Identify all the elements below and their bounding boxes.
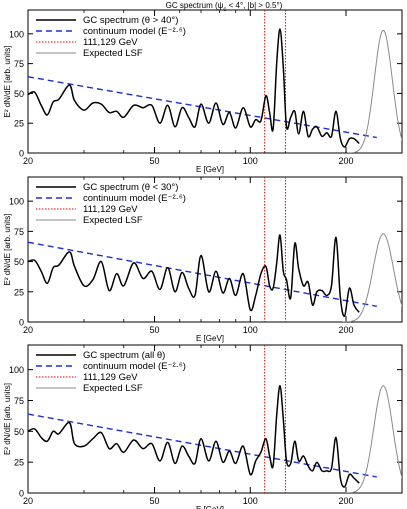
y-tick-label: 25 <box>14 458 24 468</box>
lsf-curve <box>345 385 402 493</box>
legend-entry: Expected LSF <box>83 383 143 394</box>
y-tick-label: 50 <box>14 89 24 99</box>
legend: GC spectrum (all θ)continuum model (E⁻²·… <box>36 350 186 394</box>
plot-area <box>28 10 402 153</box>
y-tick-label: 0 <box>19 318 24 328</box>
y-tick-label: 100 <box>9 29 24 39</box>
legend-entry: Expected LSF <box>83 48 143 59</box>
y-tick-label: 50 <box>14 427 24 437</box>
x-tick-label: 50 <box>150 496 160 506</box>
y-tick-label: 75 <box>14 396 24 406</box>
legend-entry: 111,129 GeV <box>83 372 138 383</box>
legend-entry: 111,129 GeV <box>83 37 138 48</box>
y-tick-label: 50 <box>14 257 24 267</box>
panel-2: 0 25 50 75 100 20 50 100 200 E [GeV] E² dN/dE [arb… <box>3 176 403 343</box>
legend-entry: GC spectrum (θ < 30°) <box>83 182 178 193</box>
x-tick-label: 200 <box>338 156 353 166</box>
y-tick-label: 75 <box>14 59 24 69</box>
x-tick-label: 20 <box>23 156 33 166</box>
y-tick-label: 75 <box>14 227 24 237</box>
legend: GC spectrum (θ > 40°)continuum model (E⁻… <box>36 15 186 59</box>
y-tick-label: 0 <box>19 489 24 499</box>
legend-entry: GC spectrum (all θ) <box>83 350 165 361</box>
plot-frame <box>27 176 403 323</box>
legend-entry: continuum model (E⁻²·⁶) <box>83 26 186 37</box>
spectrum-line <box>28 384 360 488</box>
y-tick-label: 100 <box>9 365 24 375</box>
spectrum-line <box>28 28 360 148</box>
x-tick-label: 100 <box>243 156 258 166</box>
y-axis-label: E² dN/dE [arb. units] <box>3 45 12 117</box>
x-tick-label: 50 <box>150 325 160 335</box>
continuum-model-line <box>28 413 377 478</box>
plot-frame <box>27 344 403 494</box>
legend-entry: Expected LSF <box>83 215 143 226</box>
x-axis-label: E [GeV] <box>196 505 224 509</box>
legend-entry: continuum model (E⁻²·⁶) <box>83 193 186 204</box>
y-axis-label: E² dN/dE [arb. units] <box>3 213 12 285</box>
lsf-curve <box>347 29 402 153</box>
x-axis-label: E [GeV] <box>196 334 224 343</box>
legend: GC spectrum (θ < 30°)continuum model (E⁻… <box>36 182 186 226</box>
y-tick-label: 25 <box>14 287 24 297</box>
legend-entry: continuum model (E⁻²·⁶) <box>83 361 186 372</box>
spectrum-line <box>28 234 360 317</box>
panel-1: 0 25 50 75 100 20 50 100 200 E [GeV] E² dN/dE [arb… <box>3 9 403 174</box>
y-tick-label: 100 <box>9 197 24 207</box>
plot-area <box>28 345 402 493</box>
y-axis-label: E² dN/dE [arb. units] <box>3 383 12 455</box>
legend-entry: 111,129 GeV <box>83 204 138 215</box>
y-tick-label: 0 <box>19 149 24 159</box>
panel-3: 0 25 50 75 100 20 50 100 200 E [GeV] E² dN/dE [arb… <box>3 344 403 509</box>
plot-frame <box>27 9 403 154</box>
continuum-model-line <box>28 76 377 139</box>
x-tick-label: 50 <box>150 156 160 166</box>
x-tick-label: 100 <box>243 325 258 335</box>
plot-area <box>28 177 402 322</box>
x-tick-label: 100 <box>243 496 258 506</box>
continuum-model-line <box>28 241 377 307</box>
y-tick-label: 25 <box>14 119 24 129</box>
x-tick-label: 20 <box>23 325 33 335</box>
x-axis-label: E [GeV] <box>196 165 224 174</box>
legend-entry: GC spectrum (θ > 40°) <box>83 15 178 26</box>
x-tick-label: 20 <box>23 496 33 506</box>
lsf-curve <box>342 233 402 322</box>
x-tick-label: 200 <box>338 325 353 335</box>
x-tick-label: 200 <box>338 496 353 506</box>
